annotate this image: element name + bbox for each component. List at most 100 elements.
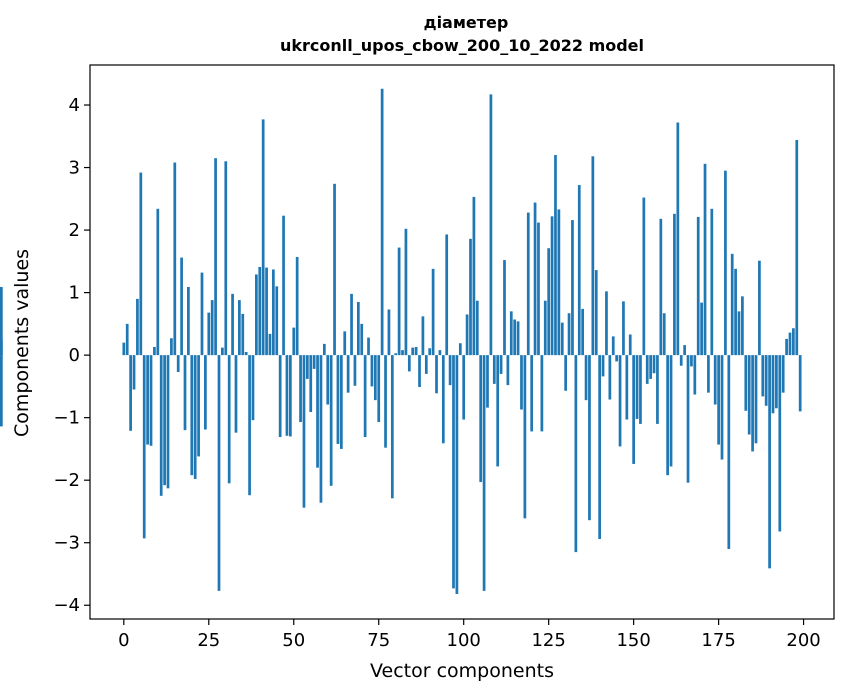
bar [764,355,768,406]
x-tick-label: 175 [701,630,735,651]
bar [163,355,166,486]
bar [533,202,537,356]
bar [686,355,690,483]
bar [435,355,438,394]
bar [611,336,615,356]
bar [187,286,190,356]
bar [384,355,387,448]
bar [285,355,289,436]
bar [278,355,282,438]
bar [737,311,741,356]
bar [173,162,177,356]
bar [193,355,197,479]
bar [326,355,330,405]
bar [496,355,500,467]
bar [0,355,3,427]
x-tick-label: 0 [118,630,129,651]
x-axis-label: Vector components [370,660,554,682]
bar [462,355,466,420]
bar [489,94,493,356]
bar [387,309,391,356]
bar [588,355,591,521]
bar [367,337,370,356]
bar [492,355,496,384]
bar [537,222,540,356]
bar [0,286,3,356]
bar [795,140,799,356]
bar [591,156,595,356]
bar [350,293,353,356]
bar [717,355,720,445]
bar [642,197,646,356]
bar [221,347,224,356]
bar [475,300,479,356]
bar [397,247,401,356]
bar [713,355,717,405]
bar [139,172,143,356]
bar [486,355,489,408]
bar [513,319,517,356]
bar [727,355,731,549]
bar [401,350,404,356]
bar [339,355,343,449]
bar [166,355,170,489]
bar [666,355,669,476]
bar [136,298,139,356]
bar [197,355,200,457]
bar [207,312,211,356]
bar [129,355,132,431]
bar [370,355,374,387]
bar [635,355,639,419]
bar [190,355,194,476]
bar [530,355,534,432]
y-tick-label: 1 [69,283,80,304]
bar [506,355,510,386]
bar [649,355,652,379]
bar [523,355,527,519]
bar [676,122,680,356]
bar [343,331,347,356]
bar [353,355,357,386]
bar [238,300,241,356]
y-tick-label: −3 [53,533,80,554]
bar [272,269,275,356]
bar [516,321,520,356]
bar [673,213,676,356]
x-tick-label: 25 [197,630,220,651]
bar [421,316,425,356]
x-tick-label: 50 [282,630,305,651]
bar [645,355,649,384]
x-tick-label: 125 [531,630,565,651]
bar [445,234,449,356]
bar [227,355,231,484]
bar [625,355,629,420]
bar [526,212,530,356]
bar [380,88,384,356]
bar [554,155,557,356]
bar [652,355,656,374]
bar [176,355,180,373]
bar [329,355,333,486]
bar [204,355,207,430]
bar [411,347,415,356]
bar [431,268,435,356]
bar [724,170,727,356]
bar [608,355,612,400]
x-tick-label: 150 [616,630,650,651]
bar [377,355,381,423]
bar [231,293,234,356]
bar [302,355,306,508]
bar [275,286,279,356]
bar [244,352,248,356]
bar [601,355,605,377]
bar [540,355,544,432]
bar [363,355,367,438]
bar [584,355,588,401]
bar [299,355,302,423]
bar [210,300,214,356]
bar [703,163,707,356]
bar [316,355,319,468]
bar [741,296,744,356]
bar [683,345,686,356]
y-tick-label: 4 [69,95,80,116]
